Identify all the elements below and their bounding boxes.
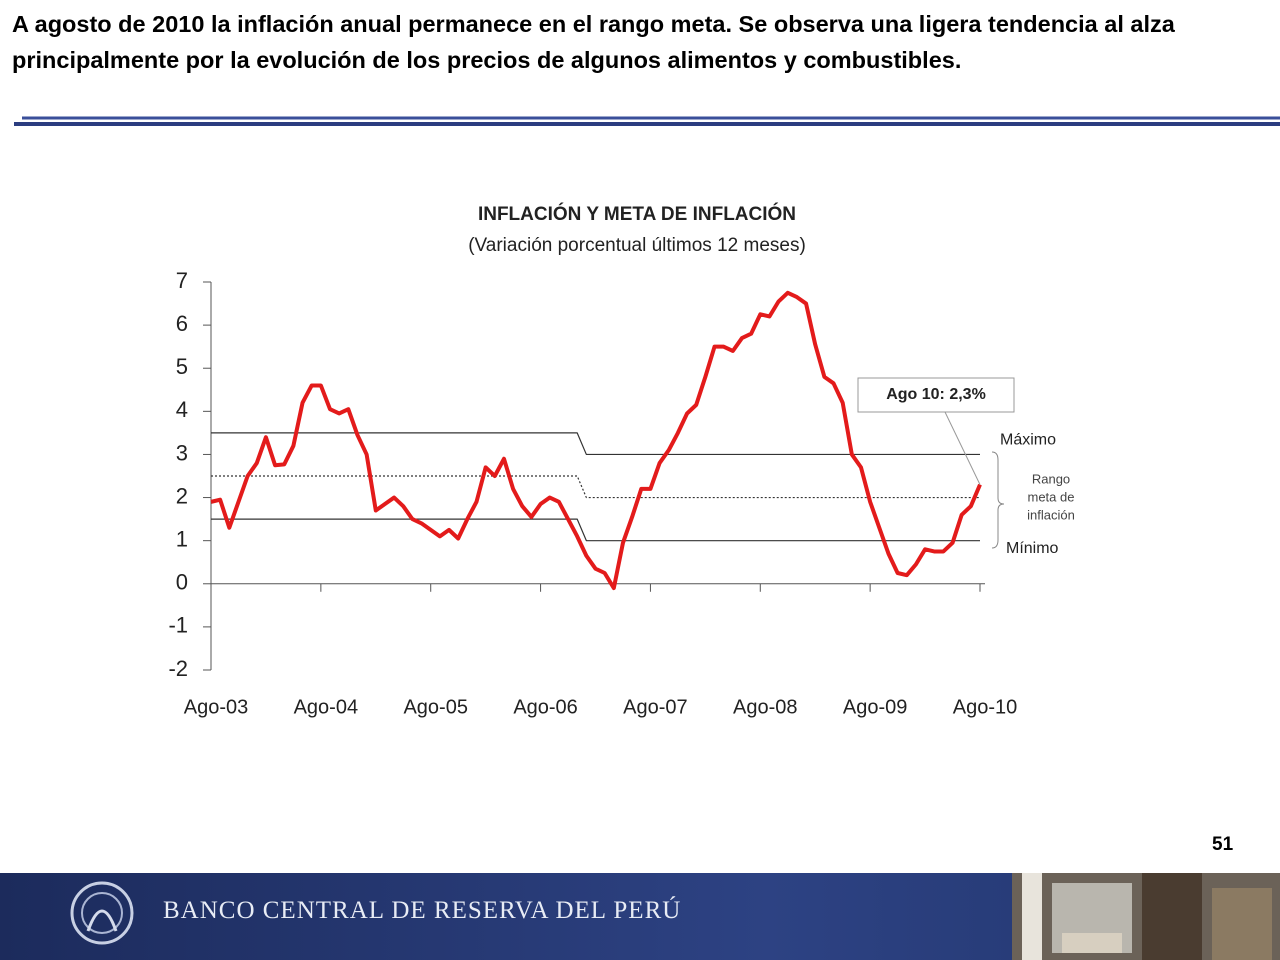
chart-title: INFLACIÓN Y META DE INFLACIÓN xyxy=(478,203,796,225)
x-tick-label: Ago-10 xyxy=(953,696,1018,718)
callout-box xyxy=(857,377,1015,413)
callout-leader xyxy=(944,411,981,485)
target-line xyxy=(211,432,980,456)
footer: BANCO CENTRAL DE RESERVA DEL PERÚ xyxy=(0,873,1280,960)
max-label: Máximo xyxy=(1000,432,1056,449)
range-brace xyxy=(991,451,1005,549)
page-number: 51 xyxy=(1212,834,1234,855)
range-label: inflación xyxy=(1027,507,1075,522)
range-label: Rango xyxy=(1032,471,1070,486)
range-label: meta de xyxy=(1028,489,1075,504)
chart: INFLACIÓN Y META DE INFLACIÓN (Variación… xyxy=(14,116,1280,718)
bank-name: BANCO CENTRAL DE RESERVA DEL PERÚ xyxy=(163,897,682,924)
chart-subtitle: (Variación porcentual últimos 12 meses) xyxy=(468,235,806,256)
x-tick-label: Ago-08 xyxy=(733,696,798,718)
x-tick-label: Ago-09 xyxy=(843,696,908,718)
y-tick-label: 4 xyxy=(176,397,188,422)
x-tick-label: Ago-04 xyxy=(294,696,359,718)
y-tick-label: -1 xyxy=(168,613,188,638)
y-tick-label: -2 xyxy=(168,656,188,681)
photo xyxy=(1012,873,1280,960)
target-line xyxy=(211,475,980,499)
x-tick-label: Ago-06 xyxy=(513,696,578,718)
y-tick-label: 2 xyxy=(176,483,188,508)
target-line xyxy=(211,518,980,542)
callout: Ago 10: 2,3% xyxy=(886,386,986,403)
x-tick-label: Ago-05 xyxy=(403,696,468,718)
y-tick-label: 3 xyxy=(176,440,188,465)
y-tick-label: 0 xyxy=(176,570,188,595)
logo xyxy=(70,881,134,945)
inflation-line xyxy=(210,290,982,591)
x-tick-label: Ago-07 xyxy=(623,696,688,718)
y-tick-label: 6 xyxy=(176,311,188,336)
y-tick-label: 5 xyxy=(176,354,188,379)
min-label: Mínimo xyxy=(1006,540,1059,557)
y-tick-label: 7 xyxy=(176,268,188,293)
x-tick-label: Ago-03 xyxy=(184,696,249,718)
slide-title: A agosto de 2010 la inflación anual perm… xyxy=(12,11,1175,73)
y-tick-label: 1 xyxy=(176,526,188,551)
